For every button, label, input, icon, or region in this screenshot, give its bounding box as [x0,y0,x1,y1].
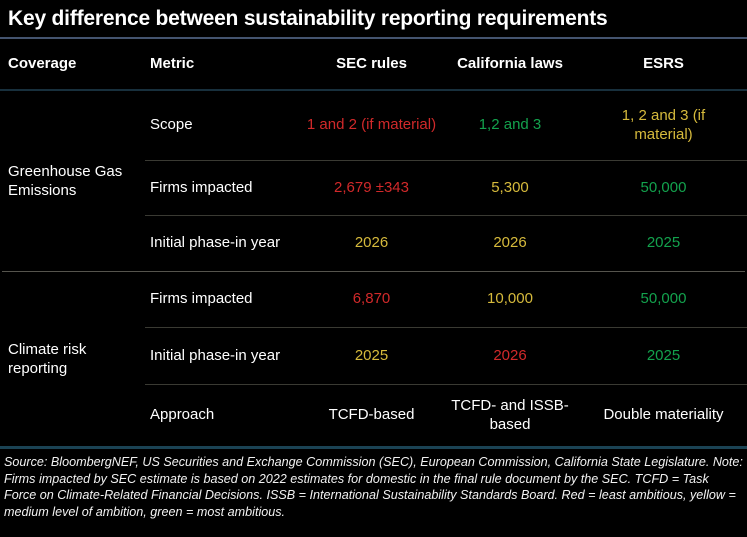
column-header-sec-rules: SEC rules [336,54,407,72]
column-header-coverage: Coverage [8,54,77,72]
cell-climate-firms-esrs: 50,000 [640,290,687,308]
metric-label-scope: Scope [150,116,193,134]
cell-climate-phasein-esrs: 2025 [580,327,747,384]
group-greenhouse-gas-emissions: Greenhouse Gas Emissions Scope 1 and 2 (… [0,91,747,271]
cell-ghg-phasein-esrs: 2025 [580,215,747,271]
metric-label-phase-in-year-2: Initial phase-in year [145,327,303,384]
cell-ghg-scope-california: 1,2 and 3 [478,116,542,134]
table-bottom-line [0,446,747,449]
cell-ghg-scope-sec: 1 and 2 (if material) [306,116,437,134]
cell-climate-firms-sec: 6,870 [352,290,391,308]
group-climate-risk-reporting: Climate risk reporting Firms impacted 6,… [0,272,747,446]
coverage-label-climate-risk: Climate risk reporting [8,340,87,378]
cell-climate-phasein-sec: 2025 [303,327,440,384]
cell-climate-firms-california: 10,000 [487,290,533,308]
cell-climate-approach-california: TCFD- and ISSB-based [440,384,580,446]
cell-climate-approach-sec: TCFD-based [303,384,440,446]
page-title: Key difference between sustainability re… [0,0,747,39]
coverage-label-ghg: Greenhouse Gas Emissions [8,162,123,200]
column-header-california-laws: California laws [457,54,563,72]
cell-ghg-firms-esrs: 50,000 [580,160,747,215]
metric-label-phase-in-year: Initial phase-in year [145,215,303,271]
table-header-row: Coverage Metric SEC rules California law… [0,39,747,91]
column-header-metric: Metric [150,54,195,72]
cell-ghg-phasein-sec: 2026 [303,215,440,271]
cell-ghg-firms-sec: 2,679 ±343 [303,160,440,215]
cell-climate-approach-esrs: Double materiality [580,384,747,446]
cell-ghg-scope-esrs: 1, 2 and 3 (if material) [621,106,706,143]
cell-ghg-firms-california: 5,300 [440,160,580,215]
cell-climate-phasein-california: 2026 [440,327,580,384]
metric-label-approach: Approach [145,384,303,446]
metric-label-firms-impacted: Firms impacted [145,160,303,215]
source-note: Source: BloombergNEF, US Securities and … [4,455,743,519]
group-divider-line [2,271,745,272]
column-header-esrs: ESRS [643,54,684,72]
metric-label-firms-impacted-2: Firms impacted [150,290,253,308]
cell-ghg-phasein-california: 2026 [440,215,580,271]
